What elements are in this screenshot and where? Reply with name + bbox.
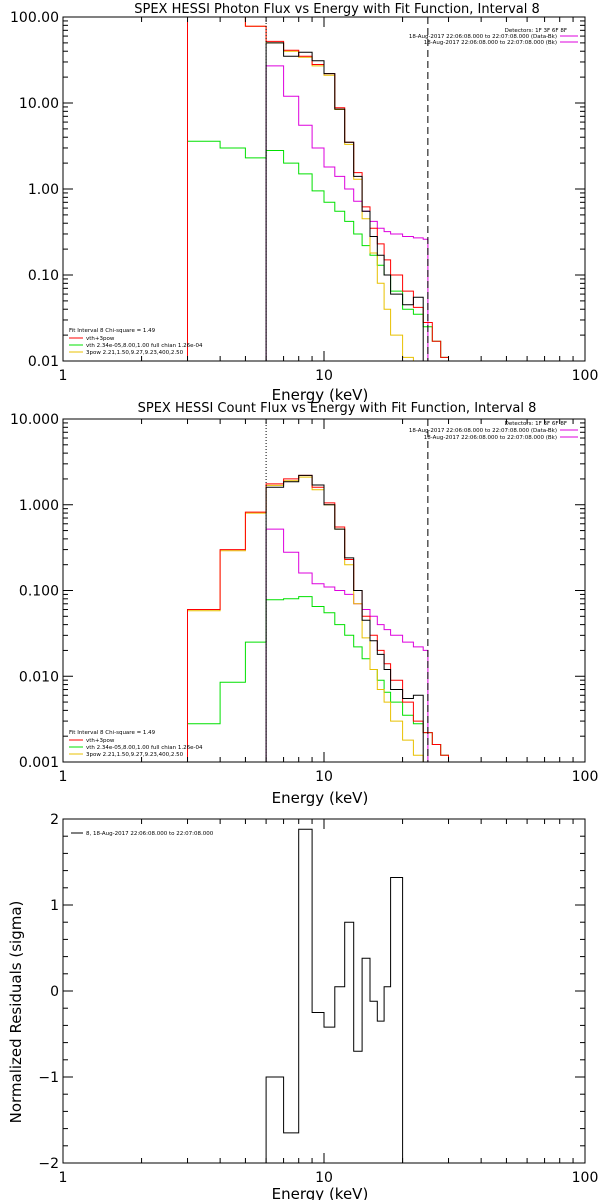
y-tick-label: 10.000 bbox=[10, 412, 59, 428]
series-data-line bbox=[265, 42, 424, 361]
x-tick-label: 100 bbox=[572, 368, 599, 384]
series-8-18-aug-2017-22-06-08-0-line bbox=[265, 828, 404, 1163]
series-background-line bbox=[265, 65, 429, 361]
panel1-series-group bbox=[187, 17, 449, 361]
panel1-xlabel: Energy (keV) bbox=[272, 386, 369, 404]
series-vth-3pow-line bbox=[187, 474, 449, 762]
panel2-legend: Fit Interval 8 Chi-square = 1.49 vth+3po… bbox=[69, 730, 203, 758]
series-vth-2-34e-05-8-00-1-00-f-line bbox=[187, 596, 449, 762]
panel2-legend-item-1: vth 2.34e-05,8.00,1.00 full chian 1.26e-… bbox=[86, 745, 203, 751]
y-tick-label: 1.000 bbox=[19, 498, 59, 514]
y-tick-label: 0.10 bbox=[28, 268, 59, 284]
y-tick-label: 1.00 bbox=[28, 182, 59, 198]
y-tick-label: 100.00 bbox=[10, 10, 59, 26]
x-tick-label: 100 bbox=[572, 1170, 599, 1186]
panel1-detectors-text: Detectors: 1F 3F 6F 8F bbox=[505, 28, 567, 34]
panel1-legend-item-2: 3pow 2.21,1.50,9.27,9.23,400,2.50 bbox=[86, 350, 184, 356]
panel2-title: SPEX HESSI Count Flux vs Energy with Fit… bbox=[138, 401, 537, 416]
y-tick-label: −1 bbox=[38, 1070, 59, 1086]
panel2-header-box: Detectors: 1F 3F 6F 8F 18-Aug-2017 22:06… bbox=[409, 421, 578, 441]
plot-frame bbox=[62, 818, 586, 1164]
panel2-detectors-text: Detectors: 1F 3F 6F 8F bbox=[505, 421, 567, 427]
x-tick-label: 1 bbox=[59, 769, 68, 785]
panel3-axes: 1 10 100 −2 −1 0 1 2 bbox=[38, 812, 598, 1186]
panel2-xlabel: Energy (keV) bbox=[272, 789, 369, 807]
panel1-legend-item-0: vth+3pow bbox=[86, 336, 115, 342]
panel1-bk-text: 18-Aug-2017 22:06:08.000 to 22:07:08.000… bbox=[424, 40, 557, 46]
series-vth-2-34e-05-8-00-1-00-f-line bbox=[187, 140, 449, 361]
photon-flux-panel: SPEX HESSI Photon Flux vs Energy with Fi… bbox=[10, 2, 598, 404]
panel2-legend-item-0: vth+3pow bbox=[86, 738, 115, 744]
panel2-bk-text: 18-Aug-2017 22:06:08.000 to 22:07:08.000… bbox=[424, 435, 557, 441]
panel1-legend-item-1: vth 2.34e-05,8.00,1.00 full chian 1.26e-… bbox=[86, 343, 203, 349]
y-tick-label: 10.00 bbox=[19, 96, 59, 112]
plot-frame bbox=[62, 418, 586, 763]
residuals-panel: 1 10 100 −2 −1 0 1 2 8, 18-Aug-2017 22:06:08.00… bbox=[7, 812, 598, 1200]
series-data-line bbox=[265, 474, 424, 762]
x-tick-label: 10 bbox=[315, 368, 333, 384]
panel2-legend-item-2: 3pow 2.21,1.50,9.27,9.23,400,2.50 bbox=[86, 752, 184, 758]
y-tick-label: 2 bbox=[50, 812, 59, 828]
series-vth-3pow-line bbox=[187, 17, 449, 361]
panel2-databk-text: 18-Aug-2017 22:06:08.000 to 22:07:08.000… bbox=[409, 428, 557, 434]
panel1-vlines bbox=[265, 17, 429, 361]
y-tick-label: 0.010 bbox=[19, 669, 59, 685]
panel2-axes: 1 10 100 0.001 0.010 0.100 1.000 10.000 bbox=[10, 412, 598, 785]
panel2-series-group bbox=[187, 474, 449, 762]
panel1-title: SPEX HESSI Photon Flux vs Energy with Fi… bbox=[134, 2, 540, 17]
y-tick-label: 0 bbox=[50, 984, 59, 1000]
panel3-xlabel: Energy (keV) bbox=[272, 1185, 369, 1200]
series-3pow-2-21-1-50-9-27-9-23-line bbox=[187, 476, 424, 762]
panel2-legend-header: Fit Interval 8 Chi-square = 1.49 bbox=[69, 730, 156, 736]
panel3-legend-item: 8, 18-Aug-2017 22:06:08.000 to 22:07:08.… bbox=[86, 831, 214, 837]
panel1-databk-text: 18-Aug-2017 22:06:08.000 to 22:07:08.000… bbox=[409, 34, 557, 40]
panel2-vlines bbox=[265, 419, 429, 762]
y-tick-label: 0.01 bbox=[28, 354, 59, 370]
y-tick-label: 1 bbox=[50, 898, 59, 914]
x-tick-label: 1 bbox=[59, 368, 68, 384]
panel3-ylabel: Normalized Residuals (sigma) bbox=[7, 901, 25, 1124]
panel3-series-group bbox=[265, 828, 404, 1163]
panel1-axes: 1 10 100 0.01 0.10 1.00 10.00 100.00 bbox=[10, 10, 598, 384]
panel3-legend: 8, 18-Aug-2017 22:06:08.000 to 22:07:08.… bbox=[71, 831, 214, 837]
x-tick-label: 100 bbox=[572, 769, 599, 785]
x-tick-label: 1 bbox=[59, 1170, 68, 1186]
y-tick-label: 0.100 bbox=[19, 584, 59, 600]
panel1-legend: Fit Interval 8 Chi-square = 1.49 vth+3po… bbox=[69, 328, 203, 356]
y-tick-label: 0.001 bbox=[19, 755, 59, 771]
panel1-header-box: Detectors: 1F 3F 6F 8F 18-Aug-2017 22:06… bbox=[409, 28, 578, 46]
y-tick-label: −2 bbox=[38, 1156, 59, 1172]
x-tick-label: 10 bbox=[315, 769, 333, 785]
x-tick-label: 10 bbox=[315, 1170, 333, 1186]
count-flux-panel: SPEX HESSI Count Flux vs Energy with Fit… bbox=[10, 401, 598, 807]
panel1-legend-header: Fit Interval 8 Chi-square = 1.49 bbox=[69, 328, 156, 334]
